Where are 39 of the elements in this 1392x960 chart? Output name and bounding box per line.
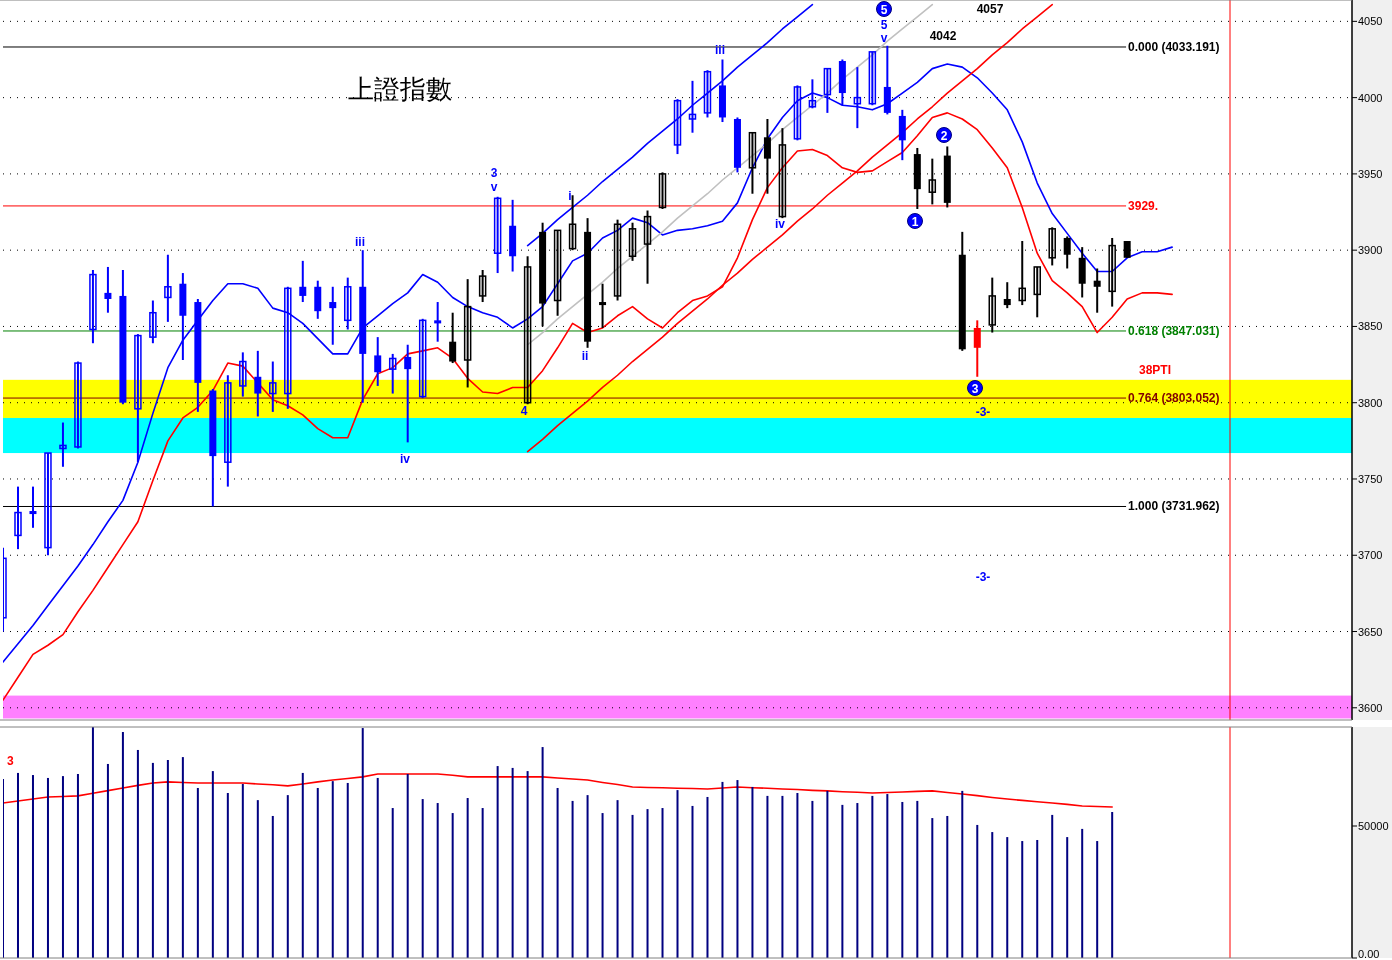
annotation: 1: [911, 214, 919, 229]
annotation: -3-: [975, 570, 991, 584]
annotation: ii: [581, 349, 589, 363]
y-tick-label: 3600: [1358, 701, 1383, 714]
y-tick-label: 3950: [1358, 167, 1383, 180]
annotation: 3: [971, 381, 979, 396]
annotation: v: [880, 31, 888, 45]
annotation: iv: [774, 217, 786, 231]
annotation: 4042: [929, 29, 957, 43]
annotation: -3-: [975, 405, 991, 419]
annotation: i: [568, 189, 572, 203]
y-tick-label: 3850: [1358, 320, 1383, 333]
ref-line-label: 0.618 (3847.031): [1128, 323, 1220, 338]
y-tick-label: 3650: [1358, 625, 1383, 638]
ref-line-label: 0.764 (3803.052): [1128, 391, 1220, 406]
annotation: v: [490, 180, 498, 194]
annotation: 2: [940, 128, 948, 143]
y-tick-label: 3700: [1358, 549, 1383, 562]
annotation: 38PTI: [1138, 363, 1172, 377]
annotation: 5: [880, 2, 888, 17]
annotation: 3: [490, 166, 498, 180]
annotation: iii: [354, 235, 366, 249]
y-tick-label: 50000: [1358, 820, 1389, 832]
y-tick-label: 3800: [1358, 396, 1383, 409]
annotation: iii: [714, 43, 726, 57]
text: 上證指數: [348, 74, 452, 104]
ref-line-label: 1.000 (3731.962): [1128, 499, 1220, 514]
annotation: 3: [7, 754, 14, 768]
ref-line-label: 3929.: [1128, 198, 1159, 213]
y-tick-label: 3750: [1358, 472, 1383, 485]
y-tick-label: 4050: [1358, 15, 1383, 28]
y-tick-label: 3900: [1358, 244, 1383, 257]
annotation: 5: [880, 18, 888, 32]
ref-line-label: 0.000 (4033.191): [1128, 40, 1220, 54]
y-tick-label: 4000: [1358, 91, 1383, 104]
annotation: 4057: [976, 2, 1004, 16]
annotation: iv: [399, 452, 411, 466]
annotation: 4: [520, 404, 528, 418]
y-tick-label: 0.00: [1358, 948, 1380, 960]
